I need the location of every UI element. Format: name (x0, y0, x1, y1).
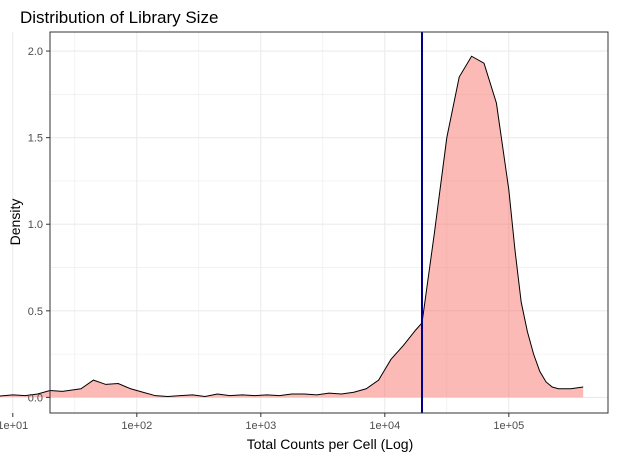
x-tick-label: 1e+05 (493, 420, 524, 432)
x-axis-title: Total Counts per Cell (Log) (247, 436, 414, 452)
minor-gridlines (50, 32, 608, 413)
y-axis: 0.0 0.5 1.0 1.5 2.0 (28, 46, 50, 404)
x-tick-label: 1e+03 (245, 420, 276, 432)
density-outline (0, 55, 584, 398)
x-tick-label: 1e+01 (0, 420, 28, 432)
density-area (0, 55, 584, 398)
y-tick-label: 0.0 (28, 392, 43, 404)
y-tick-label: 1.5 (28, 133, 43, 145)
x-axis: 1e+01 1e+02 1e+03 1e+04 1e+05 (0, 413, 524, 432)
y-tick-label: 1.0 (28, 219, 43, 231)
x-tick-label: 1e+02 (121, 420, 152, 432)
y-tick-label: 0.5 (28, 306, 43, 318)
plot-panel-border (49, 31, 609, 414)
chart-title: Distribution of Library Size (20, 8, 218, 27)
x-tick-label: 1e+04 (369, 420, 400, 432)
y-tick-label: 2.0 (28, 46, 43, 58)
density-fill (0, 56, 584, 398)
y-axis-title: Density (7, 199, 23, 246)
